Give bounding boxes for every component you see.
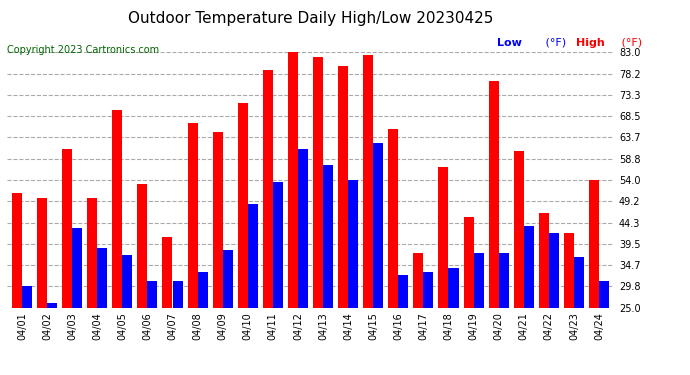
Bar (298, 149, 308, 308)
Bar (473, 252, 484, 308)
Bar (514, 152, 524, 308)
Bar (564, 233, 574, 308)
Bar (599, 281, 609, 308)
Bar (549, 233, 559, 308)
Bar (388, 129, 398, 308)
Bar (464, 217, 473, 308)
Bar (273, 182, 283, 308)
Bar (213, 132, 223, 308)
Text: Outdoor Temperature Daily High/Low 20230425: Outdoor Temperature Daily High/Low 20230… (128, 11, 493, 26)
Text: Copyright 2023 Cartronics.com: Copyright 2023 Cartronics.com (7, 45, 159, 55)
Bar (22, 285, 32, 308)
Text: (°F): (°F) (618, 38, 642, 48)
Bar (263, 70, 273, 308)
Text: Low: Low (497, 38, 522, 48)
Bar (62, 149, 72, 308)
Bar (223, 251, 233, 308)
Bar (338, 66, 348, 308)
Bar (248, 204, 258, 308)
Bar (97, 248, 107, 308)
Bar (539, 213, 549, 308)
Bar (499, 252, 509, 308)
Bar (398, 274, 408, 308)
Bar (524, 226, 534, 308)
Bar (448, 268, 459, 308)
Bar (288, 53, 298, 308)
Bar (72, 228, 82, 308)
Bar (172, 281, 183, 308)
Bar (148, 281, 157, 308)
Bar (373, 142, 383, 308)
Bar (47, 303, 57, 307)
Bar (438, 167, 449, 308)
Bar (489, 81, 499, 308)
Bar (37, 198, 47, 308)
Text: High: High (576, 38, 605, 48)
Bar (238, 103, 248, 308)
Bar (112, 110, 122, 308)
Bar (122, 255, 132, 308)
Bar (188, 123, 197, 308)
Bar (363, 55, 373, 308)
Bar (197, 272, 208, 308)
Bar (348, 180, 358, 308)
Bar (137, 184, 148, 308)
Bar (313, 57, 323, 308)
Bar (413, 252, 424, 308)
Bar (574, 257, 584, 307)
Bar (162, 237, 172, 308)
Bar (589, 180, 599, 308)
Bar (87, 198, 97, 308)
Bar (323, 165, 333, 308)
Text: (°F): (°F) (542, 38, 566, 48)
Bar (424, 272, 433, 308)
Bar (12, 193, 22, 308)
